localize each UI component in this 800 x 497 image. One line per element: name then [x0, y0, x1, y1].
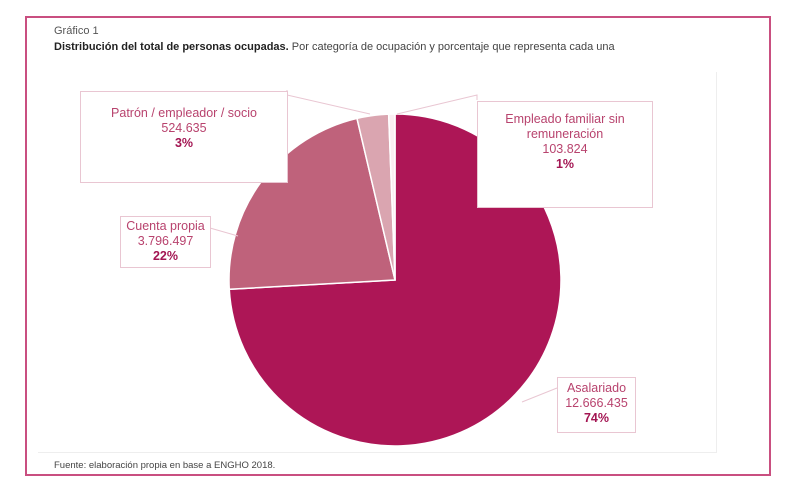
slice-percent: 22% — [152, 249, 179, 263]
chart-subtitle: Por categoría de ocupación y porcentaje … — [288, 41, 615, 53]
chart-title-bold: Distribución del total de personas ocupa… — [54, 41, 289, 53]
leader-line-familiar — [396, 94, 478, 115]
slice-value: 3.796.497 — [137, 234, 194, 248]
leader-line-asalariado — [521, 387, 558, 403]
leader-line-patron — [286, 90, 371, 115]
slice-percent: 74% — [583, 411, 610, 425]
chart-frame — [25, 16, 771, 476]
slice-percent: 3% — [174, 136, 194, 150]
slice-value: 103.824 — [542, 142, 588, 156]
callout-cuenta-propia: Cuenta propia 3.796.497 22% — [120, 216, 211, 268]
source-note: Fuente: elaboración propia en base a ENG… — [54, 460, 276, 471]
slice-value: 12.666.435 — [565, 396, 628, 410]
slice-label-line2: remuneración — [526, 127, 604, 141]
callout-familiar: Empleado familiar sin remuneración 103.8… — [477, 101, 653, 208]
chart-title: Distribución del total de personas ocupa… — [54, 41, 615, 53]
slice-percent: 1% — [555, 157, 575, 171]
leader-line-cuenta — [209, 227, 239, 237]
callout-asalariado: Asalariado 12.666.435 74% — [557, 377, 636, 433]
callout-patron: Patrón / empleador / socio 524.635 3% — [80, 91, 288, 183]
chart-number: Gráfico 1 — [54, 25, 99, 37]
pie-slice-empleado — [387, 113, 396, 281]
plot-area — [38, 72, 717, 453]
slice-label: Cuenta propia — [126, 219, 205, 233]
slice-label: Patrón / empleador / socio — [111, 106, 257, 120]
slice-value: 524.635 — [161, 121, 207, 135]
slice-label: Asalariado — [566, 381, 627, 395]
slice-label-line1: Empleado familiar sin — [505, 112, 625, 126]
